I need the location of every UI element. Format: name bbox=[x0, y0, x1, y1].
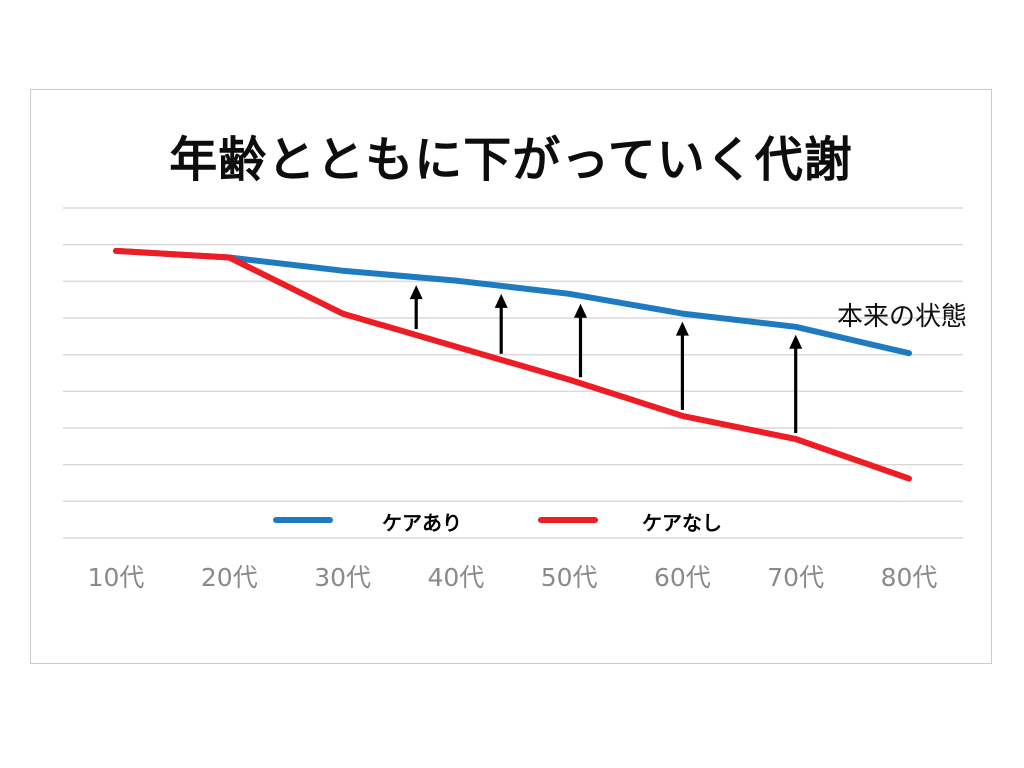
x-axis-label: 20代 bbox=[201, 563, 258, 592]
gap-arrow-head bbox=[789, 334, 803, 349]
series-line-0 bbox=[113, 247, 912, 357]
metabolism-line-chart: 10代 20代 30代 40代 50代 60代 70代 80代 bbox=[63, 207, 963, 592]
legend-label-care: ケアあり bbox=[382, 511, 462, 535]
legend-swatch-care bbox=[273, 517, 333, 523]
legend-label-nocare: ケアなし bbox=[642, 511, 722, 535]
gap-arrow-head bbox=[675, 321, 689, 336]
x-axis-label: 60代 bbox=[654, 563, 711, 592]
x-axis-label: 40代 bbox=[427, 563, 484, 592]
legend-swatch-nocare bbox=[538, 517, 598, 523]
gap-arrow-head bbox=[574, 303, 587, 318]
x-axis-label: 50代 bbox=[541, 563, 598, 592]
slide: 年齢とともに下がっていく代謝 10代 20代 30代 40代 50代 60代 70代 80代 … bbox=[30, 89, 992, 664]
gap-arrow-head bbox=[494, 293, 508, 308]
x-axis-label: 80代 bbox=[881, 563, 938, 592]
x-axis-label: 10代 bbox=[88, 563, 145, 592]
series-line-1 bbox=[113, 247, 912, 482]
legend: ケアあり ケアなし bbox=[256, 503, 784, 537]
blue-line-annotation: 本来の状態 bbox=[837, 302, 968, 332]
x-axis-label: 30代 bbox=[314, 563, 371, 592]
gap-arrow-head bbox=[409, 285, 423, 300]
x-axis-label: 70代 bbox=[767, 563, 824, 592]
chart-title: 年齢とともに下がっていく代謝 bbox=[169, 132, 853, 188]
